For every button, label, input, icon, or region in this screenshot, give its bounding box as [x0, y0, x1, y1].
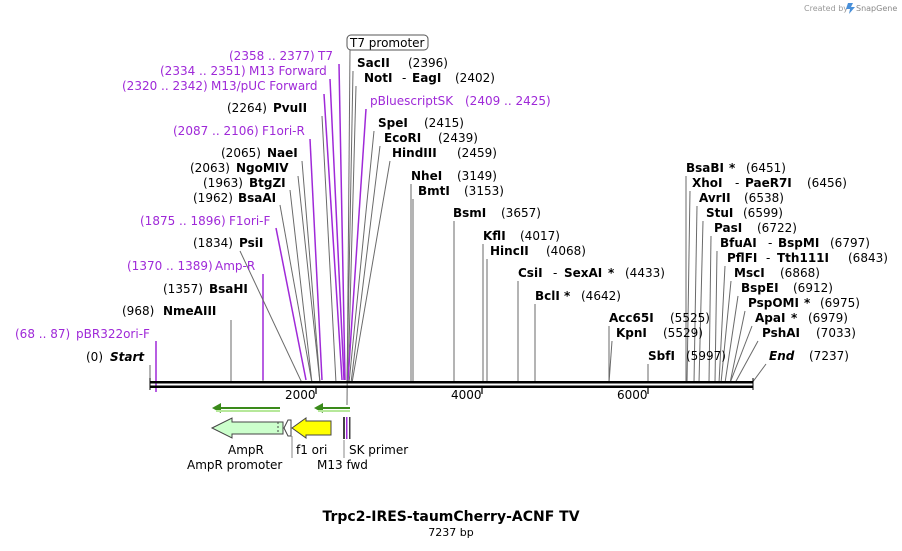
site-apai: ApaI * (6979) [755, 311, 848, 325]
site-stui: StuI (6599) [706, 206, 783, 220]
site-bsaai: (1962) BsaAI [193, 191, 276, 205]
site-bsmi: BsmI (3657) [453, 206, 541, 220]
site-bsabi: BsaBI * (6451) [686, 161, 786, 175]
site-btgzi: (1963) BtgZI [203, 176, 286, 190]
ampr-promoter-arrow-icon [212, 403, 280, 413]
ampr-promoter-feature-icon [283, 419, 292, 437]
f1-ori-label: f1 ori [296, 443, 327, 457]
tick-label-6000: 6000 [617, 388, 648, 402]
watermark-brand: SnapGene [856, 4, 897, 13]
tick-label-4000: 4000 [451, 388, 482, 402]
site-xhoi-paer7i: XhoI - PaeR7I (6456) [692, 176, 847, 190]
site-pvuii: (2264) PvuII [227, 101, 307, 115]
site-msci: MscI (6868) [734, 266, 820, 280]
site-bsahi: (1357) BsaHI [163, 282, 248, 296]
site-bmti: BmtI (3153) [418, 184, 504, 198]
site-avrii: AvrII (6538) [699, 191, 784, 205]
site-sacii: SacII (2396) [357, 56, 448, 70]
site-t7: (2358 .. 2377) T7 [229, 49, 333, 63]
site-pshai: PshAI (7033) [762, 326, 856, 340]
sk-primer-label: SK primer [349, 443, 408, 457]
map-title: Trpc2-IRES-taumCherry-ACNF TV [322, 509, 579, 525]
tick-label-2000: 2000 [285, 388, 316, 402]
site-acc65i: Acc65I (5525) [609, 311, 710, 325]
site-pspomi: PspOMI * (6975) [748, 296, 860, 310]
site-csii-sexai: CsiI - SexAI * (4433) [518, 266, 665, 280]
site-nmeaiii: (968) NmeAIII [122, 304, 216, 318]
site-labels: (0) Start (68 .. 87) pBR322ori-F (968) NmeA… [15, 49, 888, 364]
site-hindiii: HindIII (2459) [392, 146, 497, 160]
t7-promoter-label: T7 promoter [349, 36, 425, 50]
m13-fwd-label: M13 fwd [317, 458, 368, 472]
site-bfuai-bspmi: BfuAI - BspMI (6797) [720, 236, 870, 250]
f1-ori-feature-icon [291, 417, 332, 439]
sk-primer-marks-icon [343, 417, 351, 439]
site-pbluescriptsk: pBluescriptSK (2409 .. 2425) [370, 94, 551, 108]
site-kpni: KpnI (5529) [616, 326, 703, 340]
dna-backbone [149, 378, 754, 390]
site-nhei: NheI (3149) [411, 169, 497, 183]
site-naei: (2065) NaeI [221, 146, 298, 160]
ampr-promoter-label: AmpR promoter [187, 458, 282, 472]
site-pflfi-tth111i: PflFI - Tth111I (6843) [727, 251, 888, 265]
site-pbr322ori-f: (68 .. 87) pBR322ori-F [15, 327, 150, 341]
site-kfli: KflI (4017) [483, 229, 560, 243]
site-m13-puc-forward: (2320 .. 2342) M13/pUC Forward [122, 79, 318, 93]
site-m13-forward: (2334 .. 2351) M13 Forward [160, 64, 327, 78]
connector-lines [149, 48, 767, 406]
site-spei: SpeI (2415) [378, 116, 464, 130]
site-pasi: PasI (6722) [714, 221, 797, 235]
site-start: (0) Start [86, 350, 145, 364]
site-noti-eagi: NotI - EagI (2402) [364, 71, 495, 85]
site-f1ori-f: (1875 .. 1896) F1ori-F [140, 214, 270, 228]
site-amp-r: (1370 .. 1389) Amp-R [127, 259, 255, 273]
site-f1ori-r: (2087 .. 2106) F1ori-R [173, 124, 305, 138]
site-psii: (1834) PsiI [193, 236, 263, 250]
axis-ticks [315, 388, 649, 394]
ampr-feature-icon [210, 417, 284, 439]
site-bspei: BspEI (6912) [741, 281, 833, 295]
site-hincii: HincII (4068) [490, 244, 586, 258]
map-length: 7237 bp [428, 526, 473, 539]
snapgene-logo-icon [846, 3, 855, 14]
site-sbfi: SbfI (5997) [648, 349, 726, 363]
site-end: End (7237) [769, 349, 849, 363]
site-bcli: BclI * (4642) [535, 289, 621, 303]
t7-promoter-box: T7 promoter [346, 34, 429, 51]
m13-fwd-arrow-icon [314, 403, 350, 413]
site-ngomiv: (2063) NgoMIV [190, 161, 289, 175]
ampr-label: AmpR [228, 443, 264, 457]
watermark-text: Created by [804, 4, 848, 13]
site-ecori: EcoRI (2439) [384, 131, 478, 145]
